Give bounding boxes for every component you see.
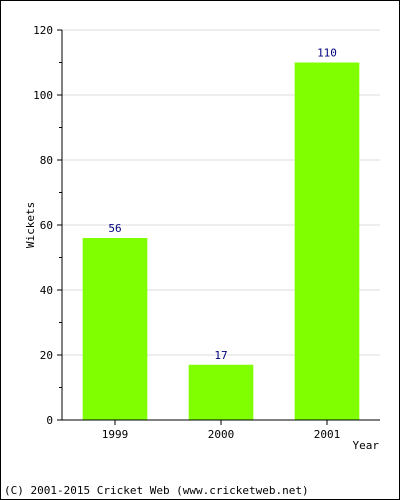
y-tick-label: 40 [40, 284, 53, 297]
y-tick-label: 60 [40, 219, 53, 232]
x-tick-label: 2001 [314, 428, 341, 441]
y-tick-label: 20 [40, 349, 53, 362]
data-label-2001: 110 [317, 47, 337, 60]
bar-2001 [294, 62, 360, 420]
x-axis-label: Year [353, 439, 380, 452]
copyright-footer: (C) 2001-2015 Cricket Web (www.cricketwe… [4, 484, 309, 497]
x-tick-label: 2000 [208, 428, 235, 441]
y-axis-label: Wickets [24, 202, 37, 248]
y-tick-label: 0 [46, 414, 53, 427]
data-labels: 56 17 110 [108, 47, 337, 362]
y-tick-label: 120 [33, 24, 53, 37]
y-tick-labels: 0 20 40 60 80 100 120 [33, 24, 53, 427]
x-tick-labels: 1999 2000 2001 [102, 428, 341, 441]
data-label-1999: 56 [108, 222, 121, 235]
y-tick-label: 80 [40, 154, 53, 167]
y-tick-label: 100 [33, 89, 53, 102]
x-tick-label: 1999 [102, 428, 129, 441]
bar-1999 [82, 238, 148, 420]
data-label-2000: 17 [214, 349, 227, 362]
bars [82, 62, 360, 420]
bar-2000 [188, 364, 254, 420]
axes [57, 29, 380, 425]
